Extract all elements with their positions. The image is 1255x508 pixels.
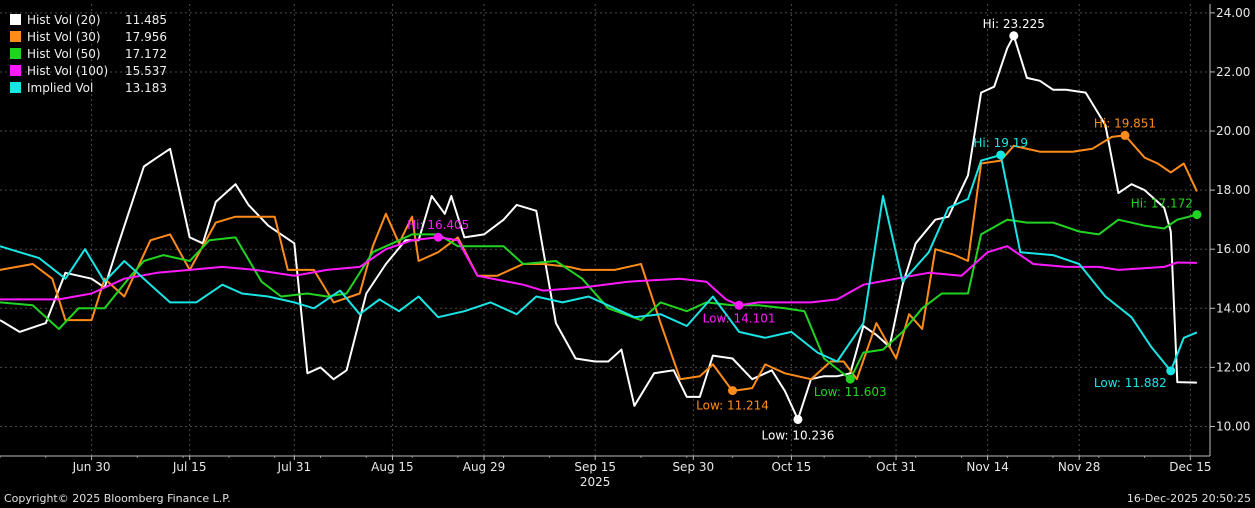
legend-label: Hist Vol (100) [27, 63, 109, 78]
legend-value: 11.485 [125, 12, 167, 27]
series-line [0, 34, 1197, 421]
x-tick-label: Aug 15 [371, 460, 414, 474]
legend-item-hist-vol-20: Hist Vol (20) 11.485 [10, 11, 167, 28]
x-year-label: 2025 [580, 475, 611, 489]
y-tick-label: 14.00 [1216, 301, 1250, 315]
x-tick-label: Nov 28 [1058, 460, 1101, 474]
y-tick-label: 20.00 [1216, 124, 1250, 138]
hi-lo-marker [433, 232, 443, 242]
legend-value: 17.956 [125, 29, 167, 44]
hi-lo-marker [1120, 130, 1130, 140]
legend-value: 13.183 [125, 80, 167, 95]
x-tick-label: Jul 31 [277, 460, 312, 474]
y-tick-label: 24.00 [1216, 6, 1250, 20]
legend-item-hist-vol-50: Hist Vol (50) 17.172 [10, 45, 167, 62]
legend-value: 17.172 [125, 46, 167, 61]
hi-lo-label: Hi: 23.225 [983, 17, 1045, 31]
legend-label: Implied Vol [27, 80, 94, 95]
hi-lo-marker [728, 386, 738, 396]
hi-lo-marker [996, 150, 1006, 160]
hi-lo-label: Hi: 17.172 [1131, 197, 1193, 211]
y-tick-label: 10.00 [1216, 419, 1250, 433]
x-tick-label: Nov 14 [966, 460, 1009, 474]
legend-item-hist-vol-30: Hist Vol (30) 17.956 [10, 28, 167, 45]
timestamp-text: 16-Dec-2025 20:50:25 [1126, 492, 1251, 505]
x-tick-label: Aug 29 [463, 460, 506, 474]
hi-lo-marker [845, 374, 855, 384]
x-tick-label: Sep 30 [672, 460, 714, 474]
y-tick-label: 16.00 [1216, 242, 1250, 256]
legend-swatch [10, 65, 21, 76]
x-tick-label: Oct 15 [771, 460, 811, 474]
x-tick-label: Sep 15 [574, 460, 616, 474]
y-tick-label: 18.00 [1216, 183, 1250, 197]
legend-label: Hist Vol (20) [27, 12, 101, 27]
hi-lo-marker [1009, 31, 1019, 41]
hi-lo-label: Hi: 16.405 [407, 218, 469, 232]
hi-lo-label: Low: 14.101 [703, 311, 776, 325]
legend-item-implied-vol: Implied Vol 13.183 [10, 79, 167, 96]
hi-lo-label: Low: 11.214 [696, 399, 769, 413]
y-tick-label: 22.00 [1216, 65, 1250, 79]
x-tick-label: Jul 15 [172, 460, 207, 474]
legend-swatch [10, 31, 21, 42]
y-tick-label: 12.00 [1216, 360, 1250, 374]
hi-lo-label: Low: 11.603 [814, 385, 887, 399]
legend-label: Hist Vol (50) [27, 46, 101, 61]
hi-lo-marker [734, 300, 744, 310]
legend-swatch [10, 14, 21, 25]
legend-swatch [10, 82, 21, 93]
hi-lo-marker [793, 414, 803, 424]
legend-value: 15.537 [125, 63, 167, 78]
x-tick-label: Dec 15 [1169, 460, 1211, 474]
hi-lo-marker [1166, 366, 1176, 376]
legend: Hist Vol (20) 11.485 Hist Vol (30) 17.95… [10, 11, 167, 96]
series-line [0, 134, 1198, 392]
series-line [0, 154, 1198, 372]
legend-item-hist-vol-100: Hist Vol (100) 15.537 [10, 62, 167, 79]
x-tick-label: Jun 30 [72, 460, 111, 474]
hi-lo-label: Hi: 19.19 [973, 136, 1028, 150]
legend-swatch [10, 48, 21, 59]
hi-lo-marker [1192, 210, 1202, 220]
copyright-text: Copyright© 2025 Bloomberg Finance L.P. [4, 492, 231, 505]
hi-lo-label: Low: 10.236 [762, 428, 835, 442]
hi-lo-label: Hi: 19.851 [1094, 116, 1156, 130]
hi-lo-label: Low: 11.882 [1094, 376, 1167, 390]
legend-label: Hist Vol (30) [27, 29, 101, 44]
series-line [0, 236, 1197, 307]
x-tick-label: Oct 31 [876, 460, 916, 474]
